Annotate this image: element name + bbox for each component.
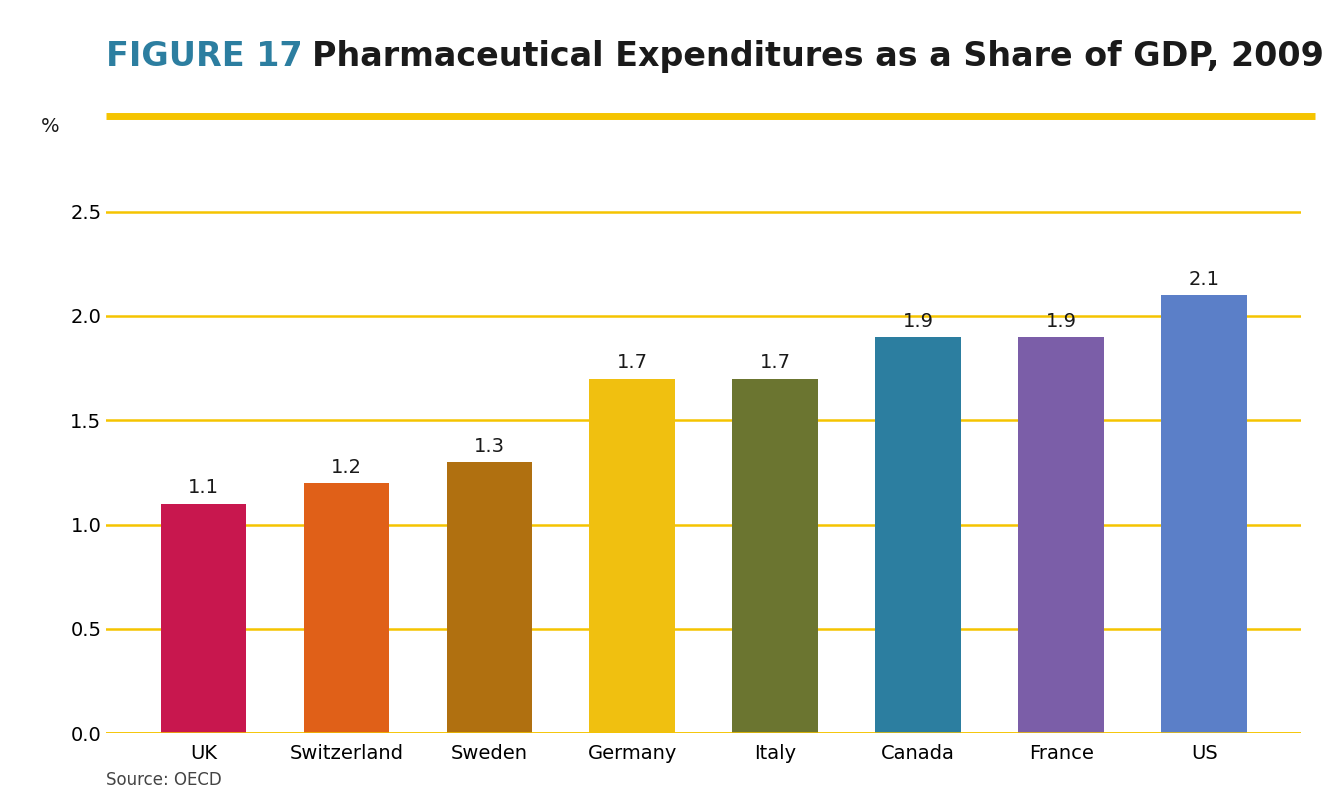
Text: 1.1: 1.1 (189, 478, 219, 497)
Bar (590, 379, 675, 733)
Text: 1.7: 1.7 (760, 353, 790, 372)
Bar (1019, 337, 1104, 733)
Bar (1161, 295, 1247, 733)
Bar (446, 462, 533, 733)
Text: %: % (41, 117, 60, 136)
Text: 1.3: 1.3 (474, 437, 505, 456)
Text: Pharmaceutical Expenditures as a Share of GDP, 2009: Pharmaceutical Expenditures as a Share o… (312, 40, 1324, 73)
Text: 2.1: 2.1 (1189, 269, 1219, 289)
Text: Source: OECD: Source: OECD (106, 771, 222, 789)
Text: 1.9: 1.9 (903, 312, 934, 331)
Text: 1.2: 1.2 (331, 457, 363, 477)
Text: FIGURE 17: FIGURE 17 (106, 40, 303, 73)
Bar (304, 483, 389, 733)
Text: 1.9: 1.9 (1045, 312, 1077, 331)
Bar (161, 504, 247, 733)
Bar (733, 379, 818, 733)
Text: 1.7: 1.7 (618, 353, 648, 372)
Bar (875, 337, 961, 733)
